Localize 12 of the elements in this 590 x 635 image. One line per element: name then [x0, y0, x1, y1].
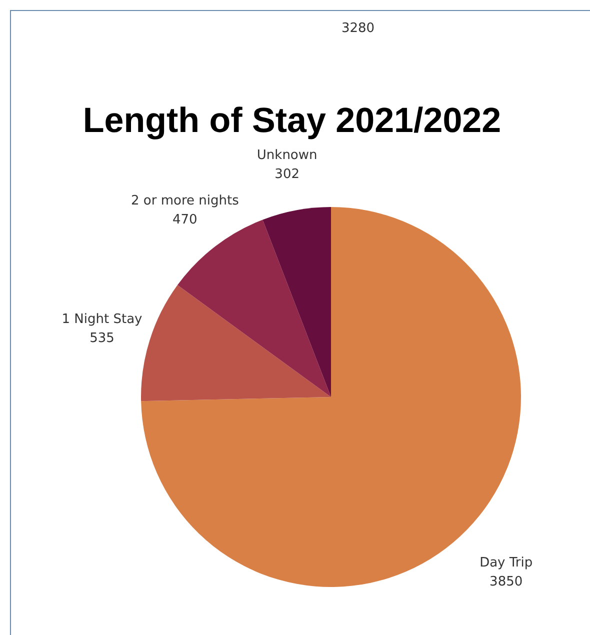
data-label: 3850 [490, 574, 523, 590]
chart-title: Length of Stay 2021/2022 [82, 101, 502, 140]
data-label: 535 [90, 331, 114, 346]
data-label: 470 [172, 212, 198, 228]
slice-label: 2 or more nights [131, 194, 240, 209]
pie-slice [262, 207, 331, 397]
text: 3280 [341, 21, 375, 36]
slice-label: Unknown [256, 148, 318, 164]
slice-label: Day Trip [480, 555, 533, 570]
data-label: 302 [274, 167, 300, 182]
slice-label: 1 Night Stay [62, 312, 143, 328]
pie-slice [141, 285, 331, 402]
